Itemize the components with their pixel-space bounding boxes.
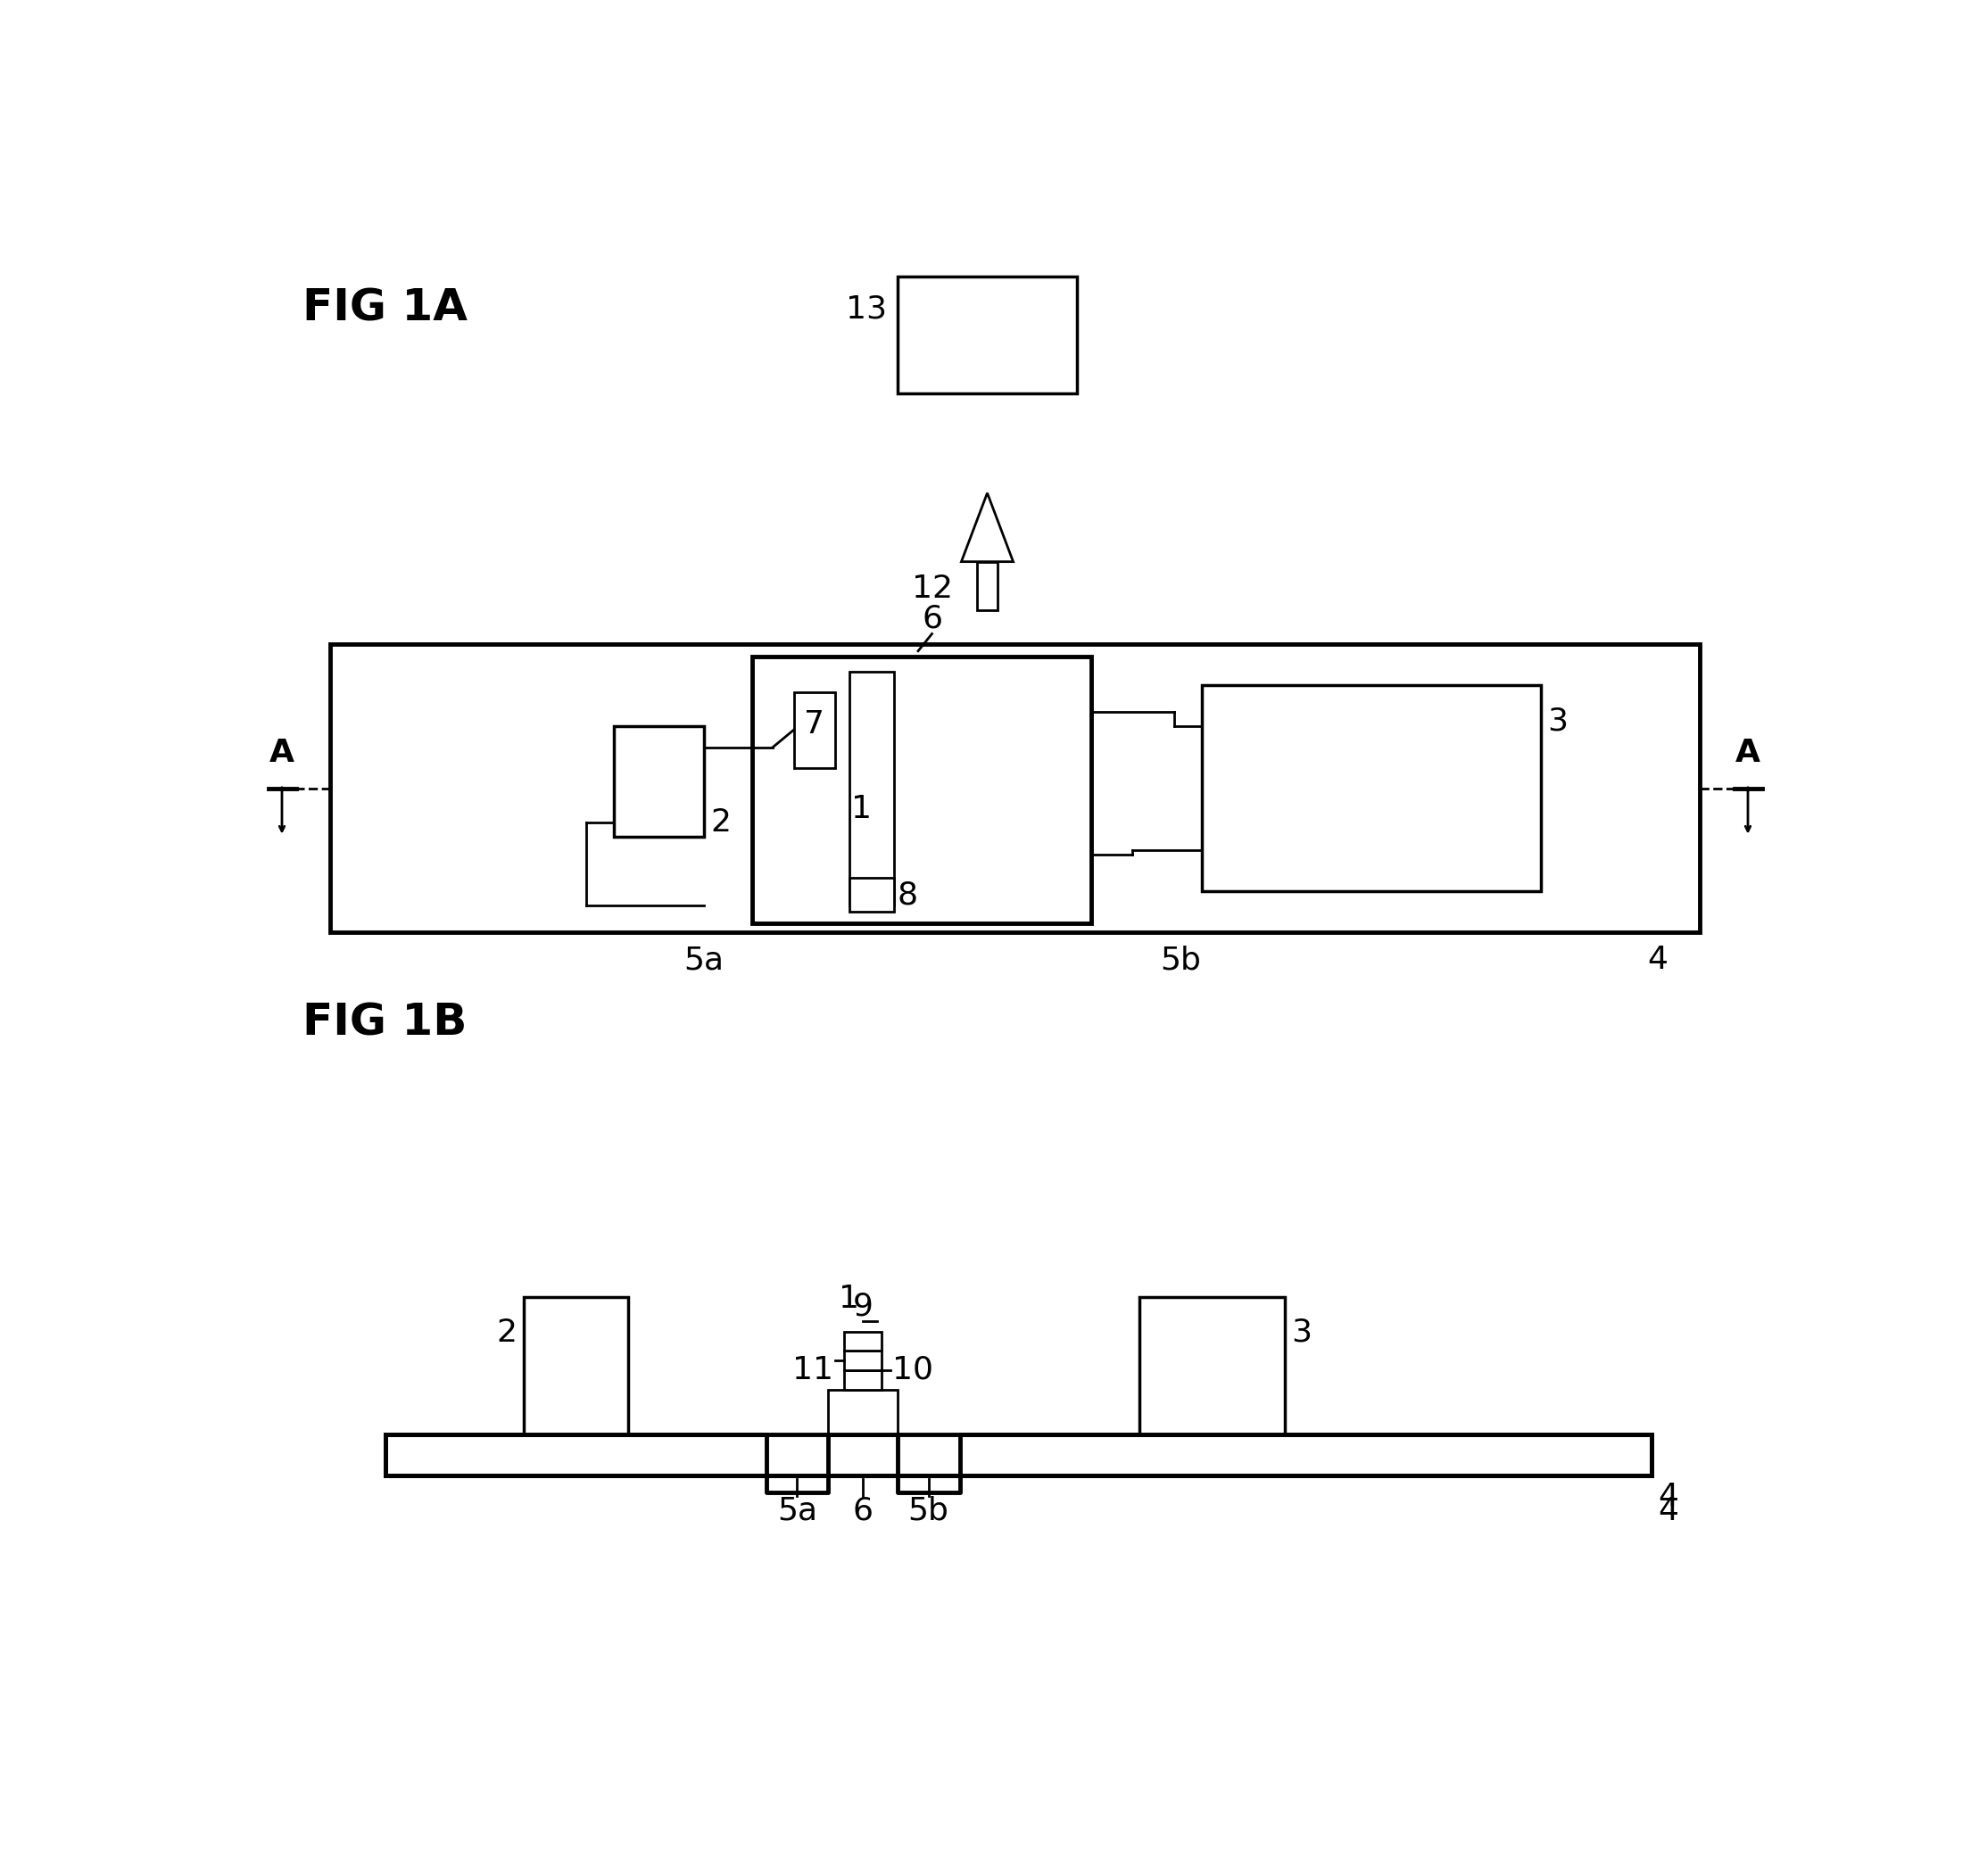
Text: 5a: 5a: [683, 946, 724, 976]
Text: 9: 9: [853, 1291, 873, 1321]
Bar: [752, 657, 1090, 923]
Bar: [896, 276, 1077, 394]
Text: 1: 1: [851, 794, 871, 824]
Text: 3: 3: [1292, 1317, 1312, 1347]
Bar: [843, 1369, 883, 1390]
Bar: [843, 1351, 883, 1369]
Bar: [386, 1433, 1650, 1475]
Text: FIG 1B: FIG 1B: [303, 1002, 467, 1045]
Bar: [794, 692, 835, 767]
Bar: [978, 561, 997, 610]
Bar: [524, 1296, 627, 1433]
Bar: [843, 1332, 883, 1351]
Text: 5b: 5b: [1160, 946, 1201, 976]
Text: 13: 13: [845, 295, 887, 325]
Text: 4: 4: [1658, 1495, 1678, 1527]
Text: 4: 4: [1649, 946, 1668, 976]
Text: 4: 4: [1658, 1482, 1678, 1512]
Text: 3: 3: [1548, 705, 1567, 735]
Bar: [849, 672, 895, 904]
Text: A: A: [1736, 737, 1761, 767]
Text: 1: 1: [839, 1283, 859, 1313]
Bar: [613, 726, 705, 837]
Text: 5b: 5b: [908, 1495, 950, 1527]
Bar: [849, 878, 895, 912]
Text: 12: 12: [912, 574, 952, 604]
Text: 11: 11: [792, 1354, 833, 1384]
Text: 6: 6: [922, 604, 942, 634]
Text: 8: 8: [896, 880, 918, 910]
Text: 2: 2: [497, 1317, 517, 1347]
Bar: [330, 643, 1700, 932]
Text: FIG 1A: FIG 1A: [303, 287, 467, 330]
Text: 2: 2: [710, 807, 730, 839]
Text: 7: 7: [803, 709, 825, 739]
Text: A: A: [269, 737, 295, 767]
Bar: [1201, 685, 1540, 891]
Polygon shape: [962, 493, 1013, 561]
Bar: [829, 1390, 896, 1433]
Text: 5a: 5a: [778, 1495, 817, 1527]
Text: 10: 10: [893, 1354, 934, 1384]
Text: 6: 6: [853, 1495, 873, 1527]
Bar: [1140, 1296, 1284, 1433]
